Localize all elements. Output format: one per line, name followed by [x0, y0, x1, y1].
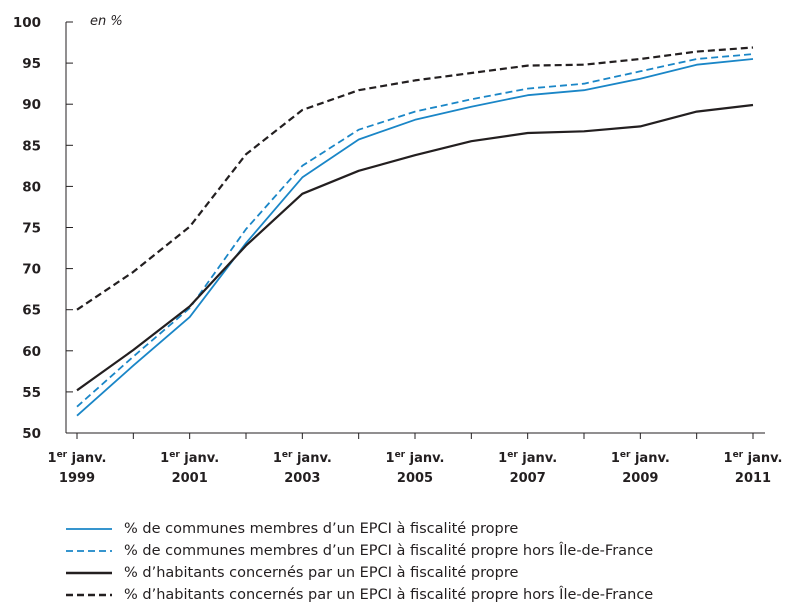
- y-tick-label: 90: [22, 97, 41, 113]
- legend-swatch: [66, 528, 112, 530]
- x-tick-year: 2003: [284, 471, 320, 486]
- legend: % de communes membres d’un EPCI à fiscal…: [66, 518, 653, 606]
- legend-item-4: % d’habitants concernés par un EPCI à fi…: [66, 584, 653, 606]
- legend-item-3: % d’habitants concernés par un EPCI à fi…: [66, 562, 653, 584]
- legend-swatch: [66, 593, 112, 597]
- x-tick-year: 1999: [59, 471, 95, 486]
- x-tick-label: 1er janv.: [386, 450, 445, 466]
- y-tick-label: 80: [22, 179, 41, 195]
- legend-item-1: % de communes membres d’un EPCI à fiscal…: [66, 518, 653, 540]
- x-tick-year: 2007: [510, 471, 546, 486]
- legend-label: % d’habitants concernés par un EPCI à fi…: [124, 565, 519, 581]
- series-line-1: [76, 58, 754, 417]
- axes: 50 55 60 65 70 75 80 85 90 95 100 1er janv. 1999 1er …: [13, 15, 783, 486]
- series-line-2: [76, 53, 754, 408]
- x-tick-label: 1er janv.: [611, 450, 670, 466]
- y-tick-label: 100: [13, 15, 41, 31]
- x-tick-label: 1er janv.: [724, 450, 783, 466]
- x-tick-year: 2011: [735, 471, 771, 486]
- y-tick-label: 50: [22, 426, 41, 442]
- x-tick-label: 1er janv.: [273, 450, 332, 466]
- legend-label: % de communes membres d’un EPCI à fiscal…: [124, 543, 654, 559]
- x-tick-year: 2009: [622, 471, 658, 486]
- y-tick-label: 65: [22, 303, 41, 319]
- y-tick-label: 75: [22, 221, 41, 237]
- series-layer: [76, 46, 754, 417]
- x-tick-label: 1er janv.: [498, 450, 557, 466]
- legend-item-2: % de communes membres d’un EPCI à fiscal…: [66, 540, 653, 562]
- unit-label: en %: [90, 14, 123, 29]
- legend-label: % de communes membres d’un EPCI à fiscal…: [124, 521, 519, 537]
- y-tick-label: 70: [22, 262, 41, 278]
- series-line-4: [76, 46, 754, 311]
- legend-swatch: [66, 571, 112, 575]
- x-tick-label: 1er janv.: [160, 450, 219, 466]
- legend-label: % d’habitants concernés par un EPCI à fi…: [124, 587, 654, 603]
- legend-swatch: [66, 550, 112, 552]
- y-tick-label: 60: [22, 344, 41, 360]
- line-chart: 50 55 60 65 70 75 80 85 90 95 100 1er janv. 1999 1er …: [13, 14, 783, 486]
- x-tick-year: 2001: [172, 471, 208, 486]
- y-tick-label: 95: [22, 56, 41, 72]
- series-line-3: [76, 103, 754, 392]
- x-tick-year: 2005: [397, 471, 433, 486]
- y-tick-label: 85: [22, 138, 41, 154]
- y-tick-label: 55: [22, 385, 41, 401]
- x-tick-label: 1er janv.: [48, 450, 107, 466]
